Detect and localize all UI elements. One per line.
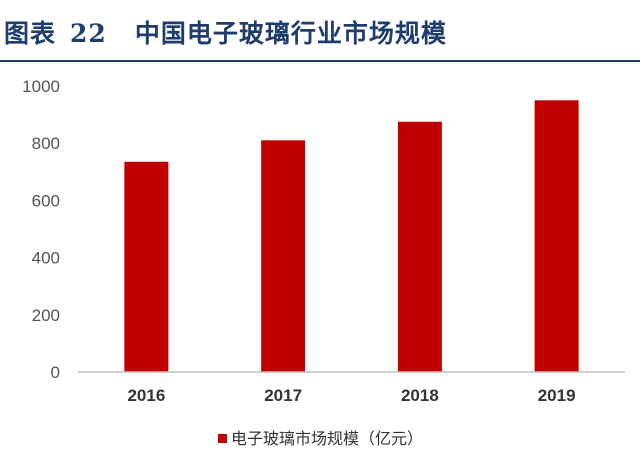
y-tick-label: 0 [51,363,60,382]
bar-2016 [124,161,169,372]
figure-title-text: 中国电子玻璃行业市场规模 [134,19,447,48]
bar-2018 [397,121,442,372]
y-tick-label: 800 [32,134,60,153]
legend: 电子玻璃市场规模（亿元） [218,429,423,448]
y-tick-label: 400 [32,249,60,268]
figure-number: 22 [70,19,107,48]
figure-label: 图表 [4,19,57,48]
bar-2017 [261,140,306,372]
y-axis-ticks: 0 200 400 600 800 1000 [22,77,60,382]
x-tick-label: 2017 [264,386,302,405]
title-underline [0,60,640,62]
legend-label: 电子玻璃市场规模（亿元） [231,429,423,448]
y-tick-label: 200 [32,306,60,325]
bar-2019 [534,100,579,373]
bars-group [124,100,579,373]
x-tick-label: 2016 [127,386,165,405]
figure-header: 图表 22 中国电子玻璃行业市场规模 [0,0,640,62]
y-tick-label: 600 [32,191,60,210]
legend-swatch [218,434,227,443]
x-tick-label: 2018 [401,386,439,405]
x-tick-label: 2019 [538,386,576,405]
figure-title: 图表 22 中国电子玻璃行业市场规模 [4,14,447,50]
x-axis-ticks: 2016 2017 2018 2019 [127,386,575,405]
y-tick-label: 1000 [22,77,60,96]
